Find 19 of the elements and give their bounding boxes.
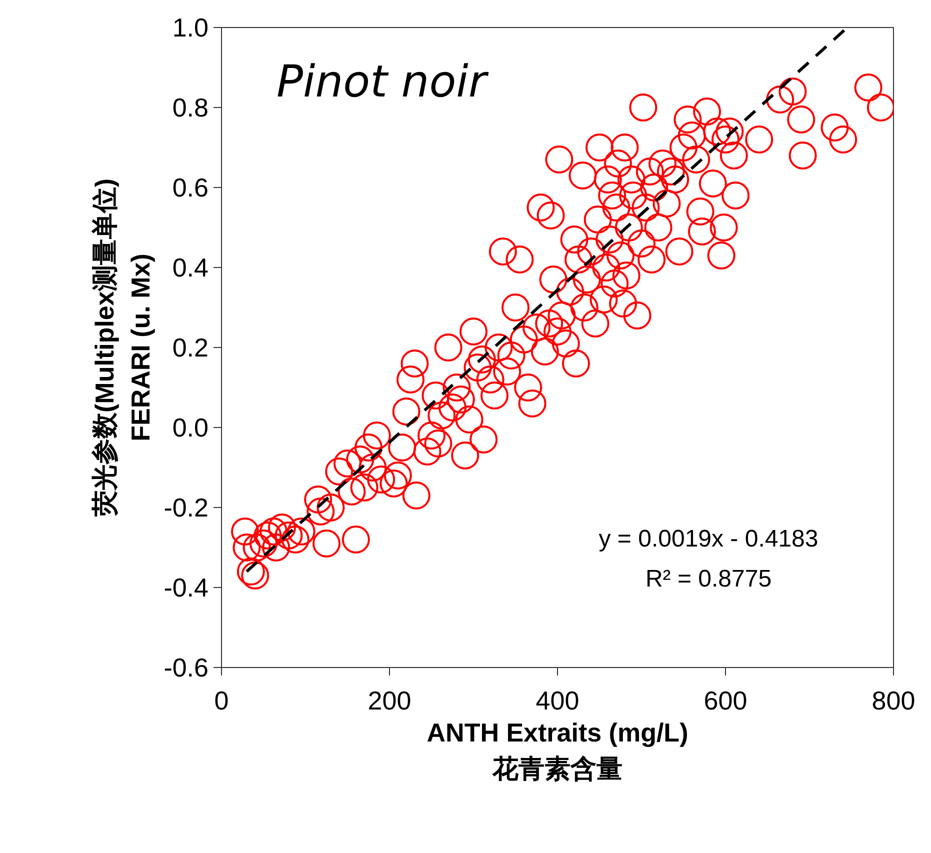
x-tick-label: 200 — [368, 686, 412, 716]
y-tick-label: 0.2 — [172, 332, 209, 362]
y-tick-label: 0.8 — [172, 92, 209, 122]
x-tick-label: 0 — [214, 686, 229, 716]
x-tick-label: 600 — [704, 686, 748, 716]
y-tick-label: -0.2 — [164, 492, 209, 522]
y-axis-title: 荧光参数(Multiplex测量单位) FERARI (u. Mx) — [90, 178, 156, 518]
y-tick-label: 0.6 — [172, 172, 209, 202]
annotation: Pinot noir — [276, 56, 490, 108]
y-tick-label: 1.0 — [172, 12, 209, 42]
x-tick-label: 400 — [536, 686, 580, 716]
y-tick-label: -0.6 — [164, 652, 209, 682]
x-tick-label: 800 — [872, 686, 916, 716]
y-tick-label: 0.4 — [172, 252, 209, 282]
x-axis-title: ANTH Extraits (mg/L) 花青素含量 — [426, 718, 688, 784]
annotation: R² = 0.8775 — [645, 566, 772, 592]
annotation: y = 0.0019x - 0.4183 — [598, 526, 818, 552]
y-tick-label: 0.0 — [172, 412, 209, 442]
y-tick-label: -0.4 — [164, 572, 209, 602]
